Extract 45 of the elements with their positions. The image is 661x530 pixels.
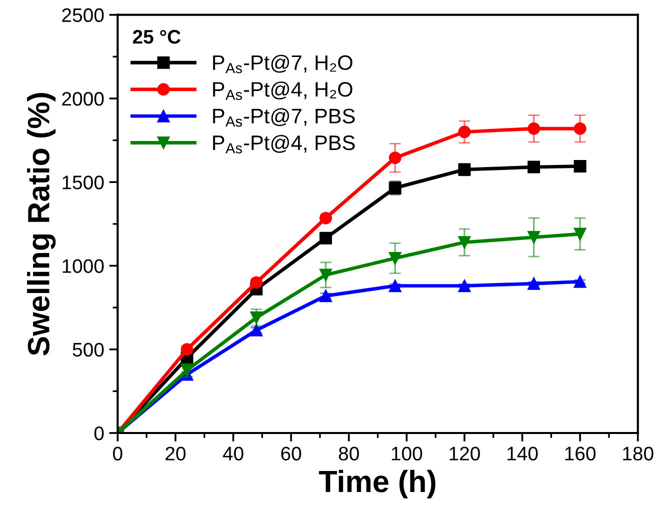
point [319,268,332,282]
y-tick-label: 2000 [62,92,104,106]
point [388,152,402,164]
x-tick-label: 140 [508,446,538,460]
point [528,231,540,244]
x-tick-label: 0 [113,446,122,460]
x-tick-label: 160 [565,446,596,460]
point [574,275,586,288]
x-tick-label: 80 [338,446,359,460]
y-axis-title: Swelling Ratio (%) [27,93,56,356]
point [180,343,194,356]
x-axis-title: Time (h) [318,470,436,498]
point [250,311,263,324]
point [574,122,586,135]
x-tick-label: 20 [166,446,186,460]
point [528,160,540,174]
point [388,252,402,264]
point [574,160,586,172]
point [319,232,332,244]
x-tick-label: 60 [281,446,302,460]
point [319,290,332,302]
y-tick-label: 2500 [62,8,104,22]
point [458,280,471,292]
point [528,122,540,135]
y-tick-label: 500 [72,342,104,357]
point [250,276,263,289]
x-tick-label: 100 [392,446,422,460]
x-tick-label: 120 [450,446,480,460]
point [319,212,332,224]
legend-label: P$_{As}$-Pt@7, PBS [213,108,355,127]
point [458,236,471,249]
point [574,228,586,240]
point [388,280,402,292]
legend-label: P$_{As}$-Pt@7, H₂O [213,54,352,74]
legend-label: P$_{As}$-Pt@4, PBS [213,134,355,154]
point [250,324,263,336]
point [458,126,471,138]
x-tick-label: 180 [623,446,654,460]
y-tick-label: 1500 [62,176,104,190]
x-tick-label: 40 [222,446,244,460]
y-tick-label: 0 [94,426,104,440]
legend-label: P$_{As}$-Pt@4, H₂O [213,81,352,100]
point [528,277,540,290]
y-tick-label: 1000 [62,259,104,273]
legend-title: 25 °C [132,30,181,44]
